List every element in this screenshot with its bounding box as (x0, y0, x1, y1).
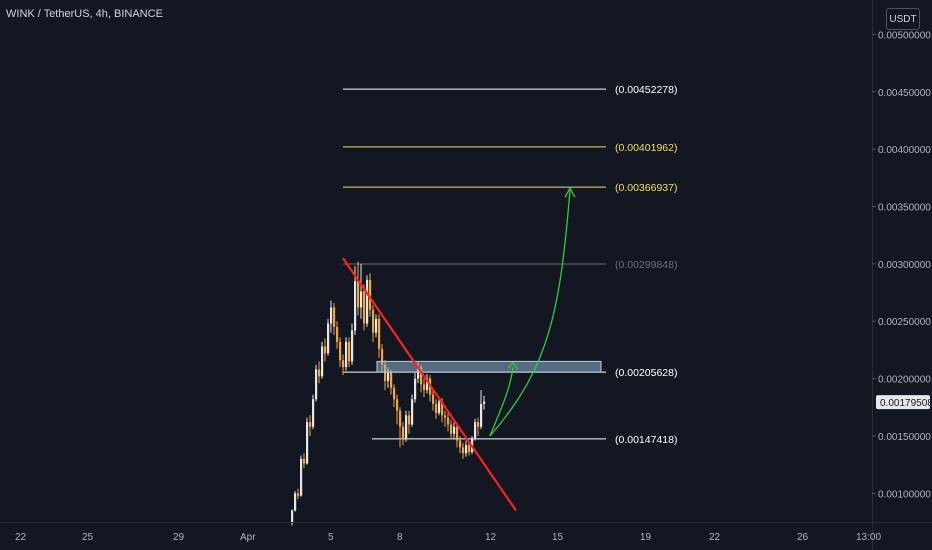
projection-arrow-long[interactable] (489, 190, 571, 437)
candle[interactable] (330, 300, 333, 333)
candle[interactable] (477, 417, 480, 436)
candle[interactable] (396, 394, 399, 425)
current-price-label: 0.00179508 (880, 398, 932, 409)
time-tick-label: 13:00 (856, 532, 881, 543)
candle[interactable] (369, 273, 372, 317)
candle[interactable] (291, 509, 294, 526)
trendline[interactable] (342, 257, 517, 512)
level-label-0: (0.00452278) (615, 84, 677, 96)
candle[interactable] (474, 418, 477, 441)
candle[interactable] (309, 415, 312, 436)
price-tick-label: 0.00150000 (878, 432, 931, 443)
resistance-zone[interactable] (376, 360, 602, 373)
projection-arrow-short[interactable] (489, 367, 514, 437)
candle[interactable] (450, 419, 453, 440)
time-tick-label: 29 (173, 532, 185, 543)
level-label-4: (0.00205628) (615, 367, 677, 379)
candle[interactable] (465, 440, 468, 457)
candle[interactable] (342, 354, 345, 376)
candle[interactable] (429, 375, 432, 402)
candle[interactable] (324, 338, 327, 362)
price-tick-label: 0.00100000 (878, 489, 931, 500)
candle[interactable] (378, 314, 381, 358)
candle[interactable] (390, 369, 393, 395)
time-scale[interactable]: 22 25 29 Apr 5 8 12 15 19 22 26 13:00 (0, 522, 932, 544)
candle[interactable] (483, 395, 486, 410)
candle[interactable] (336, 321, 339, 349)
candle[interactable] (435, 399, 438, 419)
candle[interactable] (414, 372, 417, 403)
price-tick-label: 0.00350000 (878, 203, 931, 214)
candle[interactable] (321, 341, 324, 379)
time-tick-label: 25 (82, 532, 94, 543)
candle[interactable] (405, 410, 408, 442)
candle[interactable] (348, 337, 351, 368)
candle[interactable] (357, 261, 360, 316)
time-tick-label: 12 (485, 532, 497, 543)
time-tick-label: 22 (709, 532, 721, 543)
candle[interactable] (312, 394, 315, 430)
price-tick-label: 0.00500000 (878, 30, 931, 41)
candle[interactable] (453, 422, 456, 439)
candle[interactable] (399, 407, 402, 448)
level-label-5: (0.00147418) (615, 434, 677, 446)
candle[interactable] (318, 361, 321, 384)
price-tick-label: 0.00400000 (878, 145, 931, 156)
price-scale[interactable]: 0.00100000 0.00150000 0.00200000 0.00250000… (872, 0, 932, 550)
candle[interactable] (459, 435, 462, 454)
candle[interactable] (360, 263, 363, 319)
candle[interactable] (456, 424, 459, 448)
candle[interactable] (354, 266, 357, 335)
candle[interactable] (363, 284, 366, 331)
candle[interactable] (447, 413, 450, 432)
candle[interactable] (303, 453, 306, 469)
current-price-badge (876, 395, 930, 410)
price-tick-label: 0.00200000 (878, 375, 931, 386)
candle[interactable] (375, 314, 378, 338)
candle[interactable] (306, 417, 309, 465)
candle[interactable] (480, 390, 483, 430)
candle[interactable] (366, 275, 369, 327)
candle[interactable] (300, 455, 303, 497)
level-label-3: (0.00299848) (615, 259, 677, 271)
level-label-2: (0.00366937) (615, 182, 677, 194)
arrow-head-short (507, 361, 519, 370)
candle[interactable] (315, 364, 318, 402)
candle[interactable] (345, 337, 348, 371)
candle[interactable] (297, 488, 300, 500)
candle[interactable] (393, 384, 396, 408)
candle[interactable] (339, 337, 342, 368)
candle[interactable] (372, 305, 375, 342)
price-unit-button[interactable]: USDT (886, 8, 920, 30)
price-tick-label: 0.00250000 (878, 317, 931, 328)
candle[interactable] (411, 394, 414, 427)
level-label-1: (0.00401962) (615, 142, 677, 154)
time-tick-label: Apr (240, 532, 256, 543)
candle[interactable] (426, 374, 429, 394)
time-tick-label: 19 (640, 532, 652, 543)
candle[interactable] (327, 318, 330, 356)
time-tick-label: 5 (328, 532, 334, 543)
price-tick-label: 0.00300000 (878, 260, 931, 271)
candle[interactable] (444, 410, 447, 427)
arrow-head-long (564, 186, 576, 198)
candle[interactable] (333, 302, 336, 335)
time-tick-label: 22 (15, 532, 27, 543)
candle[interactable] (351, 323, 354, 365)
candle[interactable] (408, 410, 411, 434)
time-tick-label: 15 (552, 532, 564, 543)
candle[interactable] (294, 491, 297, 512)
symbol-title: WINK / TetherUS, 4h, BINANCE (6, 8, 163, 20)
candle[interactable] (423, 378, 426, 397)
time-tick-label: 26 (797, 532, 809, 543)
price-tick-label: 0.00450000 (878, 88, 931, 99)
candle[interactable] (462, 442, 465, 459)
candle[interactable] (432, 390, 435, 411)
candle[interactable] (402, 422, 405, 446)
time-tick-label: 8 (397, 532, 403, 543)
